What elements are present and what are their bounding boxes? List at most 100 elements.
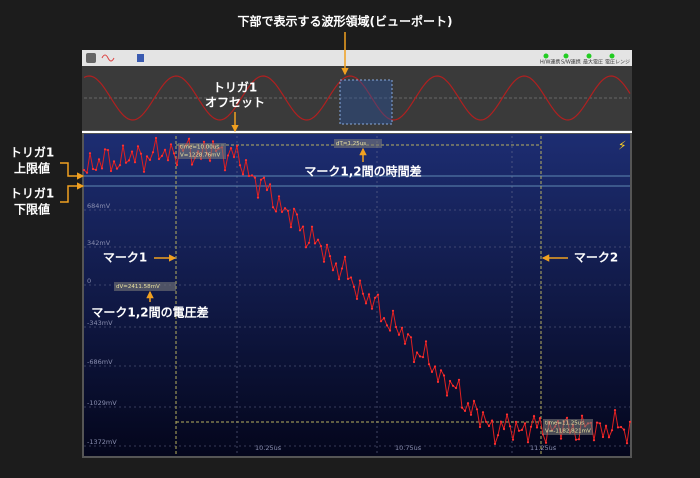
sample-point bbox=[301, 225, 305, 228]
sample-point bbox=[109, 169, 113, 173]
sample-point bbox=[370, 307, 374, 310]
sample-point bbox=[382, 317, 386, 320]
tool-icon[interactable] bbox=[101, 54, 115, 62]
sample-point bbox=[298, 229, 302, 232]
sample-point bbox=[145, 155, 149, 158]
sample-point bbox=[106, 149, 110, 152]
overview-waveform bbox=[83, 75, 631, 121]
toolbar bbox=[82, 50, 632, 66]
sample-point bbox=[415, 351, 419, 354]
sample-point bbox=[346, 277, 350, 280]
x-axis-label: 11.25us bbox=[530, 444, 557, 452]
sample-point bbox=[250, 174, 254, 177]
sample-point bbox=[418, 355, 422, 358]
viewport-box[interactable] bbox=[339, 79, 393, 125]
sample-point bbox=[223, 169, 227, 172]
sample-point bbox=[328, 255, 332, 258]
sample-point bbox=[484, 420, 488, 423]
sample-point bbox=[316, 238, 320, 241]
sample-point bbox=[460, 406, 464, 409]
status-label[interactable]: H/W連携 bbox=[540, 59, 560, 66]
sample-point bbox=[289, 226, 293, 229]
sample-point bbox=[247, 174, 251, 178]
sample-point bbox=[505, 413, 509, 416]
arrow bbox=[60, 162, 85, 180]
sample-point bbox=[115, 167, 119, 170]
sample-point bbox=[256, 196, 260, 199]
sample-point bbox=[367, 293, 371, 296]
sample-point bbox=[274, 210, 278, 213]
sample-point bbox=[487, 424, 491, 428]
sample-point bbox=[532, 415, 536, 418]
sample-point bbox=[607, 436, 611, 439]
sample-point bbox=[265, 188, 269, 192]
tool-icon[interactable] bbox=[86, 53, 96, 63]
status-label[interactable]: S/W連携 bbox=[561, 59, 581, 66]
mark2-box bbox=[543, 419, 593, 435]
sample-point bbox=[511, 438, 515, 441]
mark2-volt: V=-1182.821mV bbox=[545, 429, 591, 435]
dt-label: dT=1.25us bbox=[336, 141, 366, 147]
sample-point bbox=[433, 365, 437, 368]
trigger-lower-note: 下限値 bbox=[14, 202, 50, 217]
sample-point bbox=[307, 241, 311, 244]
sample-point bbox=[448, 379, 452, 383]
sample-point bbox=[163, 148, 167, 151]
sample-point bbox=[208, 159, 212, 162]
mark2-note: マーク2 bbox=[574, 251, 618, 265]
y-axis-label: -1029mV bbox=[87, 399, 117, 407]
sample-point bbox=[598, 422, 602, 425]
sample-point bbox=[451, 384, 455, 387]
sample-point bbox=[454, 386, 458, 390]
y-axis-label: -343mV bbox=[87, 319, 113, 327]
sample-point bbox=[331, 269, 335, 272]
trigger-upper-note: 上限値 bbox=[14, 161, 50, 176]
sample-point bbox=[358, 279, 362, 282]
y-axis-label: 684mV bbox=[87, 202, 111, 210]
sample-point bbox=[625, 442, 629, 445]
sample-point bbox=[406, 333, 410, 336]
mark2-time: time=11.25us bbox=[545, 421, 584, 427]
sample-point bbox=[592, 439, 596, 442]
sample-point bbox=[352, 285, 356, 288]
status-label[interactable]: 電圧レンジ bbox=[605, 60, 630, 66]
sample-point bbox=[277, 195, 281, 198]
sample-point bbox=[262, 176, 266, 179]
sample-point bbox=[340, 267, 344, 270]
sample-point bbox=[508, 425, 512, 428]
sample-point bbox=[136, 145, 140, 148]
sample-point bbox=[88, 152, 92, 155]
sample-point bbox=[82, 168, 86, 172]
sample-point bbox=[118, 164, 122, 167]
status-label[interactable]: 最大電圧 bbox=[583, 59, 603, 66]
sample-point bbox=[154, 136, 158, 140]
sample-point bbox=[577, 438, 581, 441]
trigger-lower-note: トリガ1 bbox=[10, 186, 54, 201]
sample-point bbox=[475, 408, 479, 411]
sample-point bbox=[394, 325, 398, 329]
sample-point bbox=[172, 152, 176, 155]
y-axis-label: -1372mV bbox=[87, 438, 117, 446]
sample-point bbox=[148, 158, 152, 161]
save-icon[interactable] bbox=[137, 54, 144, 62]
sample-point bbox=[472, 399, 476, 403]
mark1-note: マーク1 bbox=[103, 251, 147, 265]
trigger-icon[interactable]: ⚡ bbox=[618, 139, 626, 153]
time-diff-note: マーク1,2間の時間差 bbox=[304, 164, 421, 179]
sample-point bbox=[112, 160, 116, 163]
sample-point bbox=[403, 342, 407, 345]
sample-point bbox=[502, 427, 506, 431]
sample-point bbox=[478, 425, 482, 429]
sample-point bbox=[175, 163, 179, 167]
sample-point bbox=[601, 435, 605, 439]
viewport-note: 下部で表示する波形領域(ビューポート) bbox=[238, 14, 453, 29]
x-axis-label: 10.75us bbox=[395, 444, 422, 452]
toolbar-icons[interactable] bbox=[86, 53, 144, 63]
sample-point bbox=[271, 206, 275, 209]
sample-point bbox=[439, 369, 443, 372]
sample-point bbox=[496, 434, 500, 437]
sample-point bbox=[535, 426, 539, 429]
sample-point bbox=[574, 438, 578, 441]
sample-point bbox=[229, 147, 233, 150]
sample-point bbox=[376, 293, 380, 296]
